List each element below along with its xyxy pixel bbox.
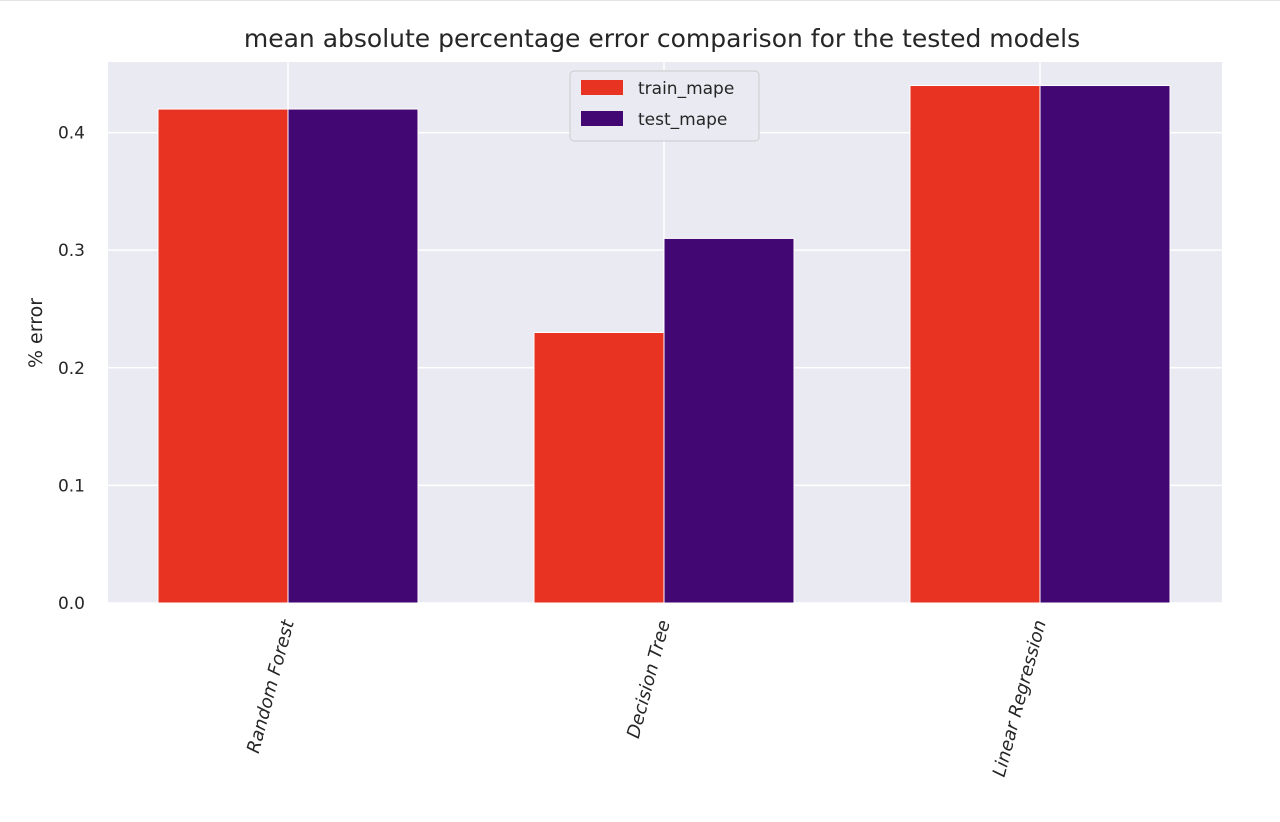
legend-label: test_mape (638, 110, 727, 130)
x-tick-label: Decision Tree (623, 618, 675, 741)
legend-swatch (581, 111, 623, 126)
legend-swatch (581, 80, 623, 95)
y-tick-label: 0.3 (58, 241, 85, 261)
y-tick-labels: 0.0 0.1 0.2 0.3 0.4 (58, 124, 85, 614)
bar-test_mape-2 (1039, 85, 1171, 604)
y-axis-label: % error (25, 298, 47, 368)
bar-test_mape-1 (663, 237, 795, 604)
top-divider (0, 0, 1280, 1)
legend-label: train_mape (638, 79, 734, 99)
bar-train_mape-0 (157, 108, 289, 604)
y-tick-label: 0.0 (58, 594, 85, 614)
bar-train_mape-1 (533, 332, 665, 604)
legend-items: train_mape test_mape (581, 79, 734, 130)
x-tick-label: Linear Regression (989, 618, 1051, 779)
x-tick-label: Random Forest (243, 617, 299, 756)
y-tick-label: 0.1 (58, 476, 85, 496)
bar-test_mape-0 (287, 108, 419, 604)
chart-title: mean absolute percentage error compariso… (244, 24, 1080, 53)
bars (157, 85, 1171, 604)
x-tick-labels: Random Forest Decision Tree Linear Regress… (243, 617, 1051, 779)
bar-train_mape-2 (909, 85, 1041, 604)
legend: train_mape test_mape (569, 70, 760, 142)
y-tick-label: 0.2 (58, 359, 85, 379)
y-tick-label: 0.4 (58, 124, 85, 144)
